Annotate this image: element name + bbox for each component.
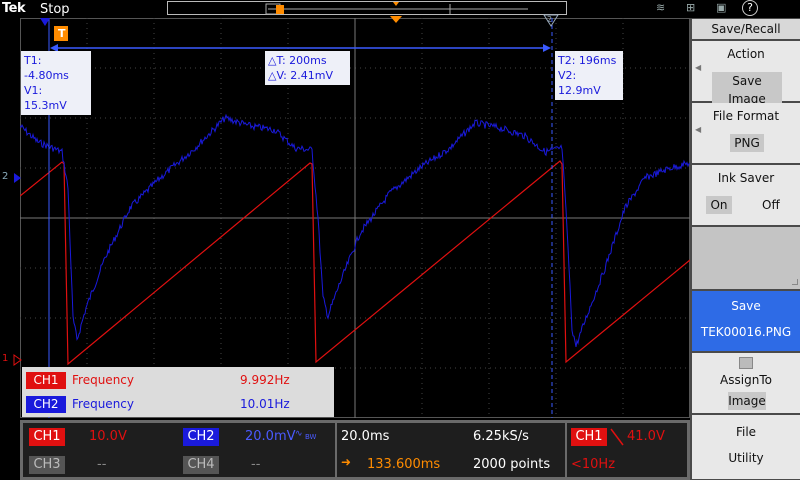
file-format-value: PNG xyxy=(730,134,764,152)
utility-label: Utility xyxy=(728,451,764,465)
file-format-button[interactable]: ◀ File Format PNG xyxy=(692,103,800,163)
record-length: 2000 points xyxy=(473,457,551,472)
cursor1-voltage: V1: 15.3mV xyxy=(24,84,67,112)
ch2-ground-marker[interactable] xyxy=(12,172,22,184)
vertical-status[interactable]: CH1 10.0V CH2 20.0mV ∿ BW CH3 -- CH4 -- xyxy=(23,423,335,477)
resize-corner-icon xyxy=(792,279,798,285)
ch1-ground-marker[interactable] xyxy=(12,354,22,366)
assign-label: AssignTo xyxy=(720,373,772,387)
ch3-scale: -- xyxy=(97,457,107,472)
trigger-source[interactable]: CH1 xyxy=(571,428,607,446)
center-marker xyxy=(390,16,402,23)
measurement-row: CH1 Frequency 9.992Hz xyxy=(22,370,334,390)
measurement-channel: CH2 xyxy=(26,396,66,413)
ink-saver-off[interactable]: Off xyxy=(762,198,780,212)
ch2-bandwidth-limit: BW xyxy=(305,433,317,441)
cursor2-readout: T2: 196ms V2: 12.9mV xyxy=(555,51,623,100)
trigger-level: 41.0V xyxy=(627,429,665,444)
arrow-right-icon xyxy=(543,44,551,52)
sample-rate: 6.25kS/s xyxy=(473,429,529,444)
action-label: Action xyxy=(727,47,765,61)
graticule xyxy=(20,18,690,418)
cursor2-time: T2: 196ms xyxy=(558,54,617,67)
ch1-badge[interactable]: CH1 xyxy=(29,428,65,446)
wifi-icon: ≋ xyxy=(656,1,666,14)
ink-saver-on[interactable]: On xyxy=(706,196,732,214)
horizontal-position-icon: ➜ xyxy=(341,455,352,469)
assign-value: Image xyxy=(728,392,766,410)
help-icon[interactable]: ? xyxy=(742,0,758,16)
measurement-channel: CH1 xyxy=(26,372,66,389)
lan-icon: ⊞ xyxy=(686,1,696,14)
arrow-left-icon: ◀ xyxy=(695,63,702,72)
brand-logo: Tek xyxy=(2,1,26,16)
camera-icon xyxy=(739,357,753,369)
ch4-scale: -- xyxy=(251,457,261,472)
ch2-ground-label: 2 xyxy=(2,171,9,182)
measurement-label: Frequency xyxy=(72,373,134,387)
save-button[interactable]: Save TEK00016.PNG xyxy=(692,291,800,351)
trigger-status[interactable]: CH1 41.0V <10Hz xyxy=(567,423,687,477)
status-bar: CH1 10.0V CH2 20.0mV ∿ BW CH3 -- CH4 -- … xyxy=(20,420,690,480)
trigger-marker-label: T xyxy=(58,27,66,40)
ch1-trace xyxy=(20,160,690,366)
cursor2-marker-label: 2 xyxy=(547,15,553,24)
arrow-left-icon xyxy=(50,44,58,52)
record-view-bar xyxy=(167,1,567,15)
ch4-badge[interactable]: CH4 xyxy=(183,456,219,474)
measurement-panel: CH1 Frequency 9.992Hz CH2 Frequency 10.0… xyxy=(22,367,334,417)
empty-menu-slot xyxy=(692,227,800,289)
assign-to-button[interactable]: AssignTo Image xyxy=(692,353,800,413)
ch2-trace xyxy=(20,113,690,347)
ch2-scale: 20.0mV xyxy=(245,429,296,444)
measurement-row: CH2 Frequency 10.01Hz xyxy=(22,394,334,414)
measurement-label: Frequency xyxy=(72,397,134,411)
menu-title: Save/Recall xyxy=(692,19,800,39)
file-utility-button[interactable]: File Utility xyxy=(692,415,800,479)
action-button[interactable]: ◀ Action Save Image xyxy=(692,41,800,108)
horizontal-position: 133.600ms xyxy=(367,457,441,472)
file-format-label: File Format xyxy=(712,109,780,123)
cursor-delta-voltage: △V: 2.41mV xyxy=(268,69,334,82)
arrow-left-icon: ◀ xyxy=(695,125,702,134)
save-filename: TEK00016.PNG xyxy=(700,325,792,339)
measurement-value: 9.992Hz xyxy=(240,373,290,387)
trigger-slope-icon xyxy=(610,428,624,446)
side-menu: Save/Recall ◀ Action Save Image ◀ File F… xyxy=(690,18,800,480)
trigger-frequency: <10Hz xyxy=(571,457,616,472)
ch3-badge[interactable]: CH3 xyxy=(29,456,65,474)
cursor2-voltage: V2: 12.9mV xyxy=(558,69,601,97)
timebase: 20.0ms xyxy=(341,429,390,444)
save-label: Save xyxy=(731,299,761,313)
ch2-coupling-icon: ∿ xyxy=(295,429,303,439)
top-icons: ≋ ⊞ ▣ ? xyxy=(650,0,800,18)
action-value: Save Image xyxy=(712,72,782,108)
cursor1-time: T1: -4.80ms xyxy=(24,54,69,82)
horizontal-status[interactable]: 20.0ms 6.25kS/s ➜ 133.600ms 2000 points xyxy=(337,423,565,477)
acquisition-state: Stop xyxy=(40,2,70,17)
waveform-display[interactable] xyxy=(20,18,690,418)
top-status-bar: Tek Stop ≋ ⊞ ▣ ? xyxy=(0,0,758,18)
usb-icon: ▣ xyxy=(716,1,727,14)
trigger-position-marker[interactable] xyxy=(36,14,70,44)
measurement-value: 10.01Hz xyxy=(240,397,290,411)
ink-saver-label: Ink Saver xyxy=(717,171,775,185)
ch1-ground-label: 1 xyxy=(2,353,9,364)
cursor1-readout: T1: -4.80ms V1: 15.3mV xyxy=(21,51,91,115)
cursor-delta-time: △T: 200ms xyxy=(268,54,327,67)
cursor-delta-readout: △T: 200ms △V: 2.41mV xyxy=(265,51,350,85)
ch1-scale: 10.0V xyxy=(89,429,127,444)
ch2-badge[interactable]: CH2 xyxy=(183,428,219,446)
cursor2-marker[interactable] xyxy=(543,14,559,28)
file-label: File xyxy=(735,425,757,439)
ink-saver-toggle[interactable]: Ink Saver On Off xyxy=(692,165,800,225)
